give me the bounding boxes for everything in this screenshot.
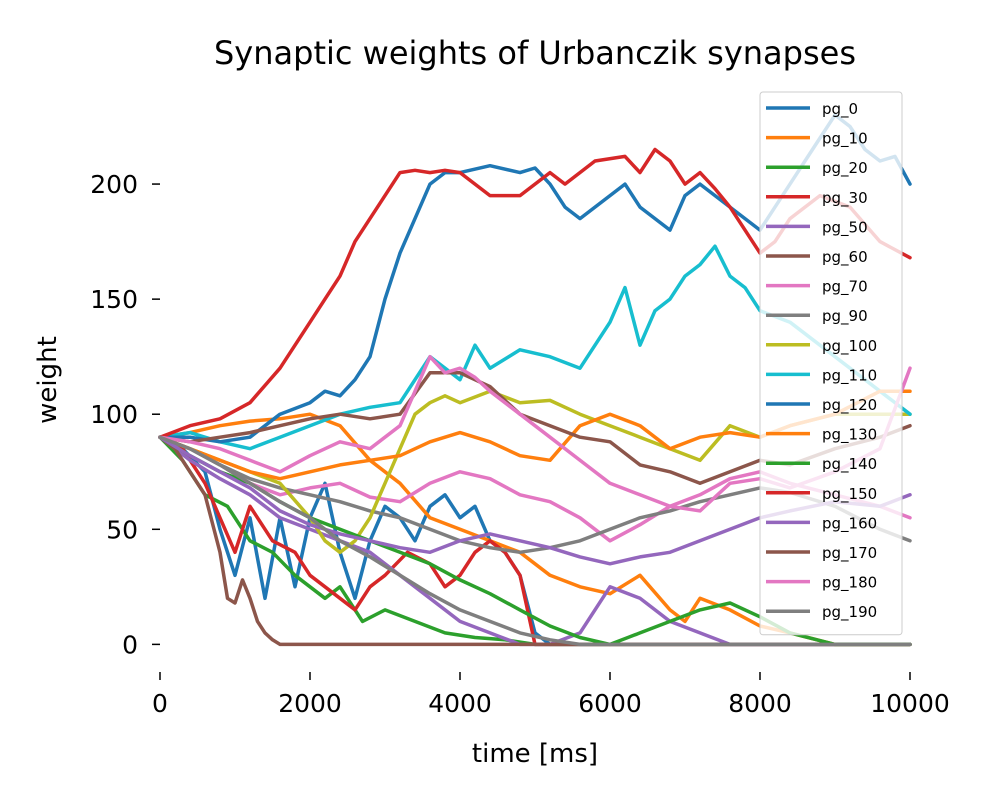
legend-entry: pg_50 [822,218,868,237]
y-tick-label: 50 [106,515,138,544]
legend-entry: pg_160 [822,514,877,533]
y-tick-label: 200 [90,170,138,199]
x-axis-label: time [ms] [472,739,598,769]
legend-entry: pg_120 [822,396,877,415]
x-tick-label: 6000 [578,689,642,718]
y-tick-label: 100 [90,400,138,429]
y-axis-label: weight [33,336,63,424]
legend-entry: pg_140 [822,455,877,474]
legend-entry: pg_0 [822,100,858,119]
legend-entry: pg_30 [822,189,868,208]
legend-entry: pg_20 [822,159,868,178]
x-tick-label: 4000 [428,689,492,718]
series-line-pg_110 [158,244,912,451]
legend-entry: pg_100 [822,337,877,356]
x-tick-label: 10000 [870,689,950,718]
legend-entry: pg_90 [822,307,868,326]
legend-entry: pg_60 [822,248,868,267]
series-line-pg_100 [158,389,912,555]
series-line-pg_10 [158,412,912,647]
x-tick-label: 0 [152,689,168,718]
legend-entry: pg_70 [822,278,868,297]
y-axis: 0 50 100 150 200 [90,170,160,659]
series-line-pg_190 [158,435,912,647]
legend-entry: pg_10 [822,130,868,149]
legend-entry: pg_190 [822,603,877,622]
legend: pg_0 pg_10 pg_20 pg_30 pg_50 pg_60 pg_70 pg_90p… [759,91,903,636]
x-axis: 0 2000 4000 6000 8000 10000 [152,672,950,718]
legend-entry: pg_130 [822,426,877,445]
legend-entry: pg_170 [822,544,877,563]
chart-title: Synaptic weights of Urbanczik synapses [214,34,856,72]
x-tick-label: 2000 [278,689,342,718]
y-tick-label: 0 [122,630,138,659]
y-tick-label: 150 [90,285,138,314]
series-line-pg_150 [158,147,912,439]
legend-entry: pg_110 [822,366,877,385]
x-tick-label: 8000 [728,689,792,718]
legend-entry: pg_180 [822,574,877,593]
legend-entry: pg_150 [822,485,877,504]
series-line-pg_180 [158,354,912,513]
